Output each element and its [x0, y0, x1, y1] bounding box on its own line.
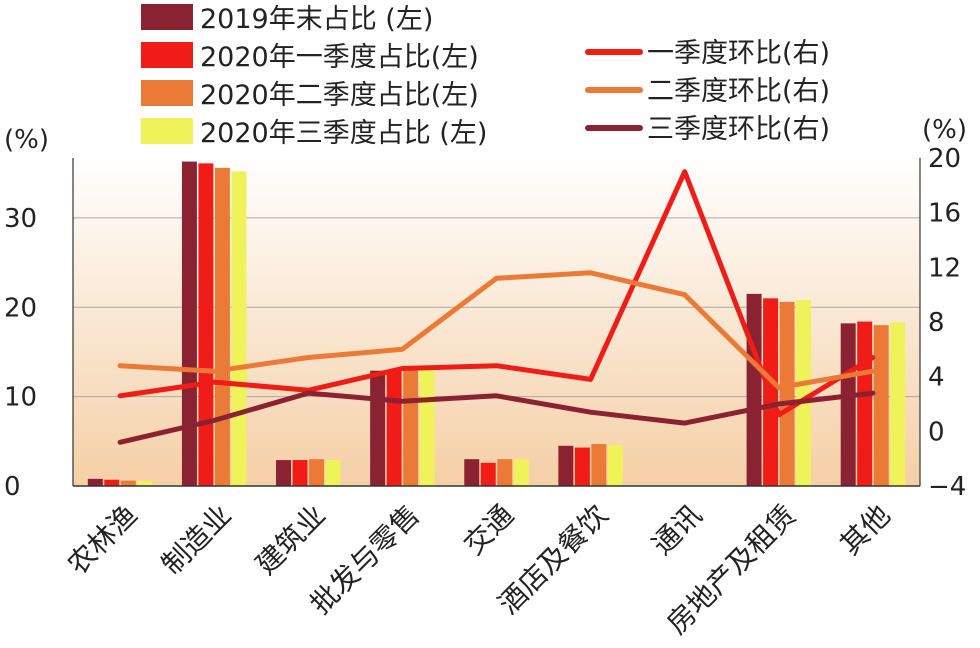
- bar: [181, 161, 197, 486]
- bar: [558, 445, 574, 486]
- bar: [104, 479, 120, 486]
- lines: [117, 169, 876, 445]
- y-ticks-right: −4 0 4 8 12 16 20: [928, 144, 966, 502]
- bar: [873, 325, 889, 486]
- bar: [419, 369, 435, 486]
- bar: [464, 459, 480, 486]
- y-tick-label-left: 20: [4, 293, 37, 323]
- y-tick-label-right: 8: [928, 308, 945, 338]
- bar: [840, 323, 856, 486]
- bar: [607, 444, 623, 486]
- y-tick-label-left: 30: [4, 204, 37, 234]
- bar: [403, 368, 419, 486]
- series-line: [117, 390, 876, 445]
- y-tick-label-right: −4: [928, 472, 966, 502]
- bar: [746, 293, 762, 486]
- y-axis-label-left: (%): [4, 125, 49, 155]
- x-tick-label: 交通: [457, 498, 520, 561]
- bar: [214, 167, 230, 487]
- y-tick-label-right: 20: [928, 144, 961, 174]
- legend-swatch: [141, 118, 193, 144]
- bar: [779, 301, 795, 486]
- legend-label: 一季度环比(右): [647, 38, 830, 69]
- bar: [890, 322, 906, 486]
- legend-swatch: [141, 42, 193, 68]
- legend-label: 2019年末占比 (左): [200, 4, 433, 35]
- legend-label: 2020年一季度占比(左): [200, 42, 479, 73]
- legend-label: 2020年三季度占比 (左): [200, 118, 487, 149]
- bar: [796, 300, 812, 486]
- y-axis-label-right: (%): [922, 115, 967, 145]
- bar: [591, 443, 607, 486]
- bar: [497, 459, 513, 486]
- y-tick-label-right: 0: [928, 417, 945, 447]
- x-tick-label: 通讯: [645, 498, 708, 561]
- bar: [857, 321, 873, 486]
- legend-swatch: [141, 80, 193, 106]
- bar: [513, 459, 529, 486]
- series-line: [117, 169, 876, 418]
- x-tick-label: 其他: [834, 498, 897, 561]
- bar: [309, 459, 325, 486]
- legend-swatch: [141, 4, 193, 30]
- legend-label: 三季度环比(右): [647, 114, 830, 145]
- bar: [325, 460, 341, 486]
- bar: [574, 447, 590, 486]
- legend-label: 2020年二季度占比(左): [200, 80, 479, 111]
- bar: [120, 480, 136, 486]
- x-tick-label: 农林渔: [61, 498, 144, 581]
- legend-label: 二季度环比(右): [647, 76, 830, 107]
- y-tick-label-left: 10: [4, 383, 37, 413]
- bar: [292, 460, 308, 486]
- y-tick-label-left: 0: [4, 472, 21, 502]
- x-tick-label: 制造业: [155, 498, 238, 581]
- bar: [231, 171, 247, 486]
- bar: [198, 163, 214, 486]
- y-ticks-left: 0 10 20 30: [4, 204, 37, 502]
- plot-area: [73, 158, 920, 486]
- bar: [370, 370, 386, 486]
- legend: 2019年末占比 (左) 2020年一季度占比(左) 2020年二季度占比(左) 20…: [141, 4, 830, 149]
- bar: [276, 460, 292, 486]
- y-tick-label-right: 16: [928, 199, 961, 229]
- bar: [480, 462, 496, 486]
- series-line: [117, 270, 876, 391]
- bar: [386, 369, 402, 486]
- x-tick-label: 建筑业: [249, 498, 332, 581]
- y-tick-label-right: 12: [928, 253, 961, 283]
- bar: [87, 478, 103, 486]
- y-tick-label-right: 4: [928, 363, 945, 393]
- bar: [137, 480, 153, 486]
